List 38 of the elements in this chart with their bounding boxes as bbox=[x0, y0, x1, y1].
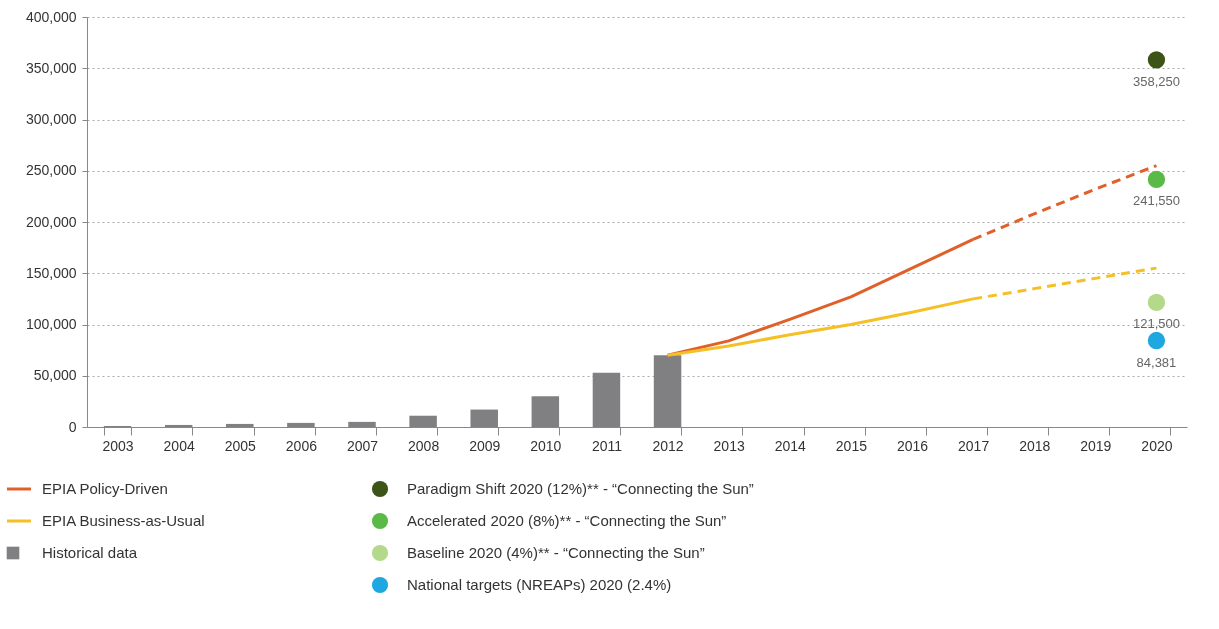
x-tick-label: 2020 bbox=[1141, 437, 1173, 454]
x-tick-label: 2010 bbox=[530, 437, 562, 454]
y-tick-label: 400,000 bbox=[25, 8, 77, 25]
y-tick-label: 50,000 bbox=[33, 367, 77, 384]
legend-label: EPIA Business-as-Usual bbox=[42, 512, 205, 529]
x-tick-label: 2007 bbox=[346, 437, 379, 454]
x-tick-label: 2005 bbox=[224, 437, 257, 454]
x-tick-label: 2009 bbox=[469, 437, 501, 454]
x-tick-label: 2016 bbox=[896, 437, 929, 454]
data-label: 121,500 bbox=[1132, 316, 1180, 332]
x-tick-label: 2003 bbox=[102, 437, 134, 454]
data-label: 241,550 bbox=[1132, 193, 1180, 209]
legend-label: Accelerated 2020 (8%)** - “Connecting the Sun” bbox=[407, 512, 727, 529]
legend-label: EPIA Policy-Driven bbox=[42, 480, 168, 497]
data-label: 358,250 bbox=[1132, 73, 1180, 89]
x-tick-label: 2014 bbox=[774, 437, 807, 454]
x-tick-label: 2013 bbox=[713, 437, 745, 454]
x-tick-label: 2012 bbox=[652, 437, 684, 454]
x-tick-label: 2011 bbox=[591, 437, 623, 454]
x-tick-label: 2006 bbox=[285, 437, 318, 454]
y-tick-label: 200,000 bbox=[25, 213, 77, 230]
data-label: 84,381 bbox=[1136, 354, 1177, 370]
legend-label: Historical data bbox=[42, 544, 138, 561]
y-tick-label: 250,000 bbox=[25, 162, 77, 179]
legend-label: Paradigm Shift 2020 (12%)** - “Connecting the Sun” bbox=[407, 480, 754, 497]
y-tick-label: 300,000 bbox=[25, 111, 77, 127]
y-tick-label: 0 bbox=[68, 418, 77, 435]
y-tick-label: 100,000 bbox=[25, 316, 77, 332]
legend-label: Baseline 2020 (4%)** - “Connecting the Sun” bbox=[407, 544, 705, 561]
legend-label: National targets (NREAPs) 2020 (2.4%) bbox=[407, 576, 672, 593]
y-tick-label: 350,000 bbox=[25, 59, 77, 76]
x-tick-label: 2019 bbox=[1080, 437, 1112, 454]
y-tick-label: 150,000 bbox=[25, 264, 77, 281]
x-tick-label: 2017 bbox=[958, 437, 990, 454]
x-tick-label: 2018 bbox=[1019, 437, 1051, 454]
x-tick-label: 2015 bbox=[835, 437, 868, 454]
x-tick-label: 2004 bbox=[163, 437, 195, 454]
x-tick-label: 2008 bbox=[408, 437, 440, 454]
